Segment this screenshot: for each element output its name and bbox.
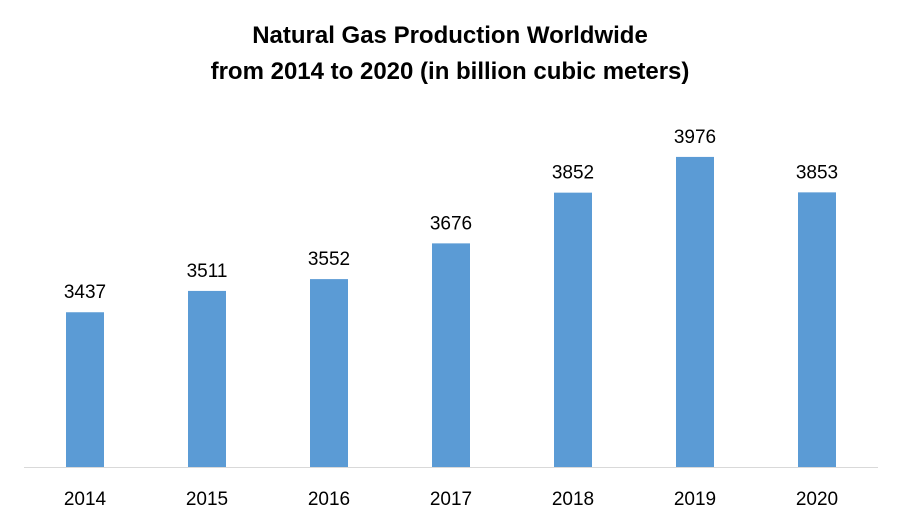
bar-2018	[554, 192, 592, 467]
data-label-2019: 3976	[674, 127, 716, 148]
bar-2017	[432, 243, 470, 467]
x-tick-labels-group: 2014 2015 2016 2017 2018 2019 2020	[64, 489, 838, 510]
bar-2020	[798, 192, 836, 467]
data-label-2015: 3511	[187, 261, 228, 282]
x-tick-label-2016: 2016	[308, 489, 350, 510]
chart-title-line-2: from 2014 to 2020 (in billion cubic mete…	[210, 58, 690, 85]
bar-2019	[676, 156, 714, 467]
x-tick-label-2014: 2014	[64, 489, 107, 510]
x-tick-label-2019: 2019	[674, 489, 716, 510]
x-tick-label-2020: 2020	[796, 489, 838, 510]
data-label-2014: 3437	[64, 282, 106, 303]
data-label-2018: 3852	[552, 163, 594, 184]
chart-title-line-1: Natural Gas Production Worldwide	[252, 22, 648, 49]
chart-title: Natural Gas Production Worldwide from 20…	[0, 18, 900, 90]
bars-group	[66, 156, 836, 467]
bar-2014	[66, 312, 104, 467]
x-tick-label-2018: 2018	[552, 489, 594, 510]
bar-2016	[310, 279, 348, 467]
data-labels-group: 3437 3511 3552 3676 3852 3976 3853	[64, 127, 838, 303]
data-label-2017: 3676	[430, 213, 472, 234]
bar-2015	[188, 290, 226, 467]
data-label-2020: 3853	[796, 162, 838, 183]
data-label-2016: 3552	[308, 249, 350, 270]
x-tick-label-2015: 2015	[186, 489, 228, 510]
x-tick-label-2017: 2017	[430, 489, 472, 510]
